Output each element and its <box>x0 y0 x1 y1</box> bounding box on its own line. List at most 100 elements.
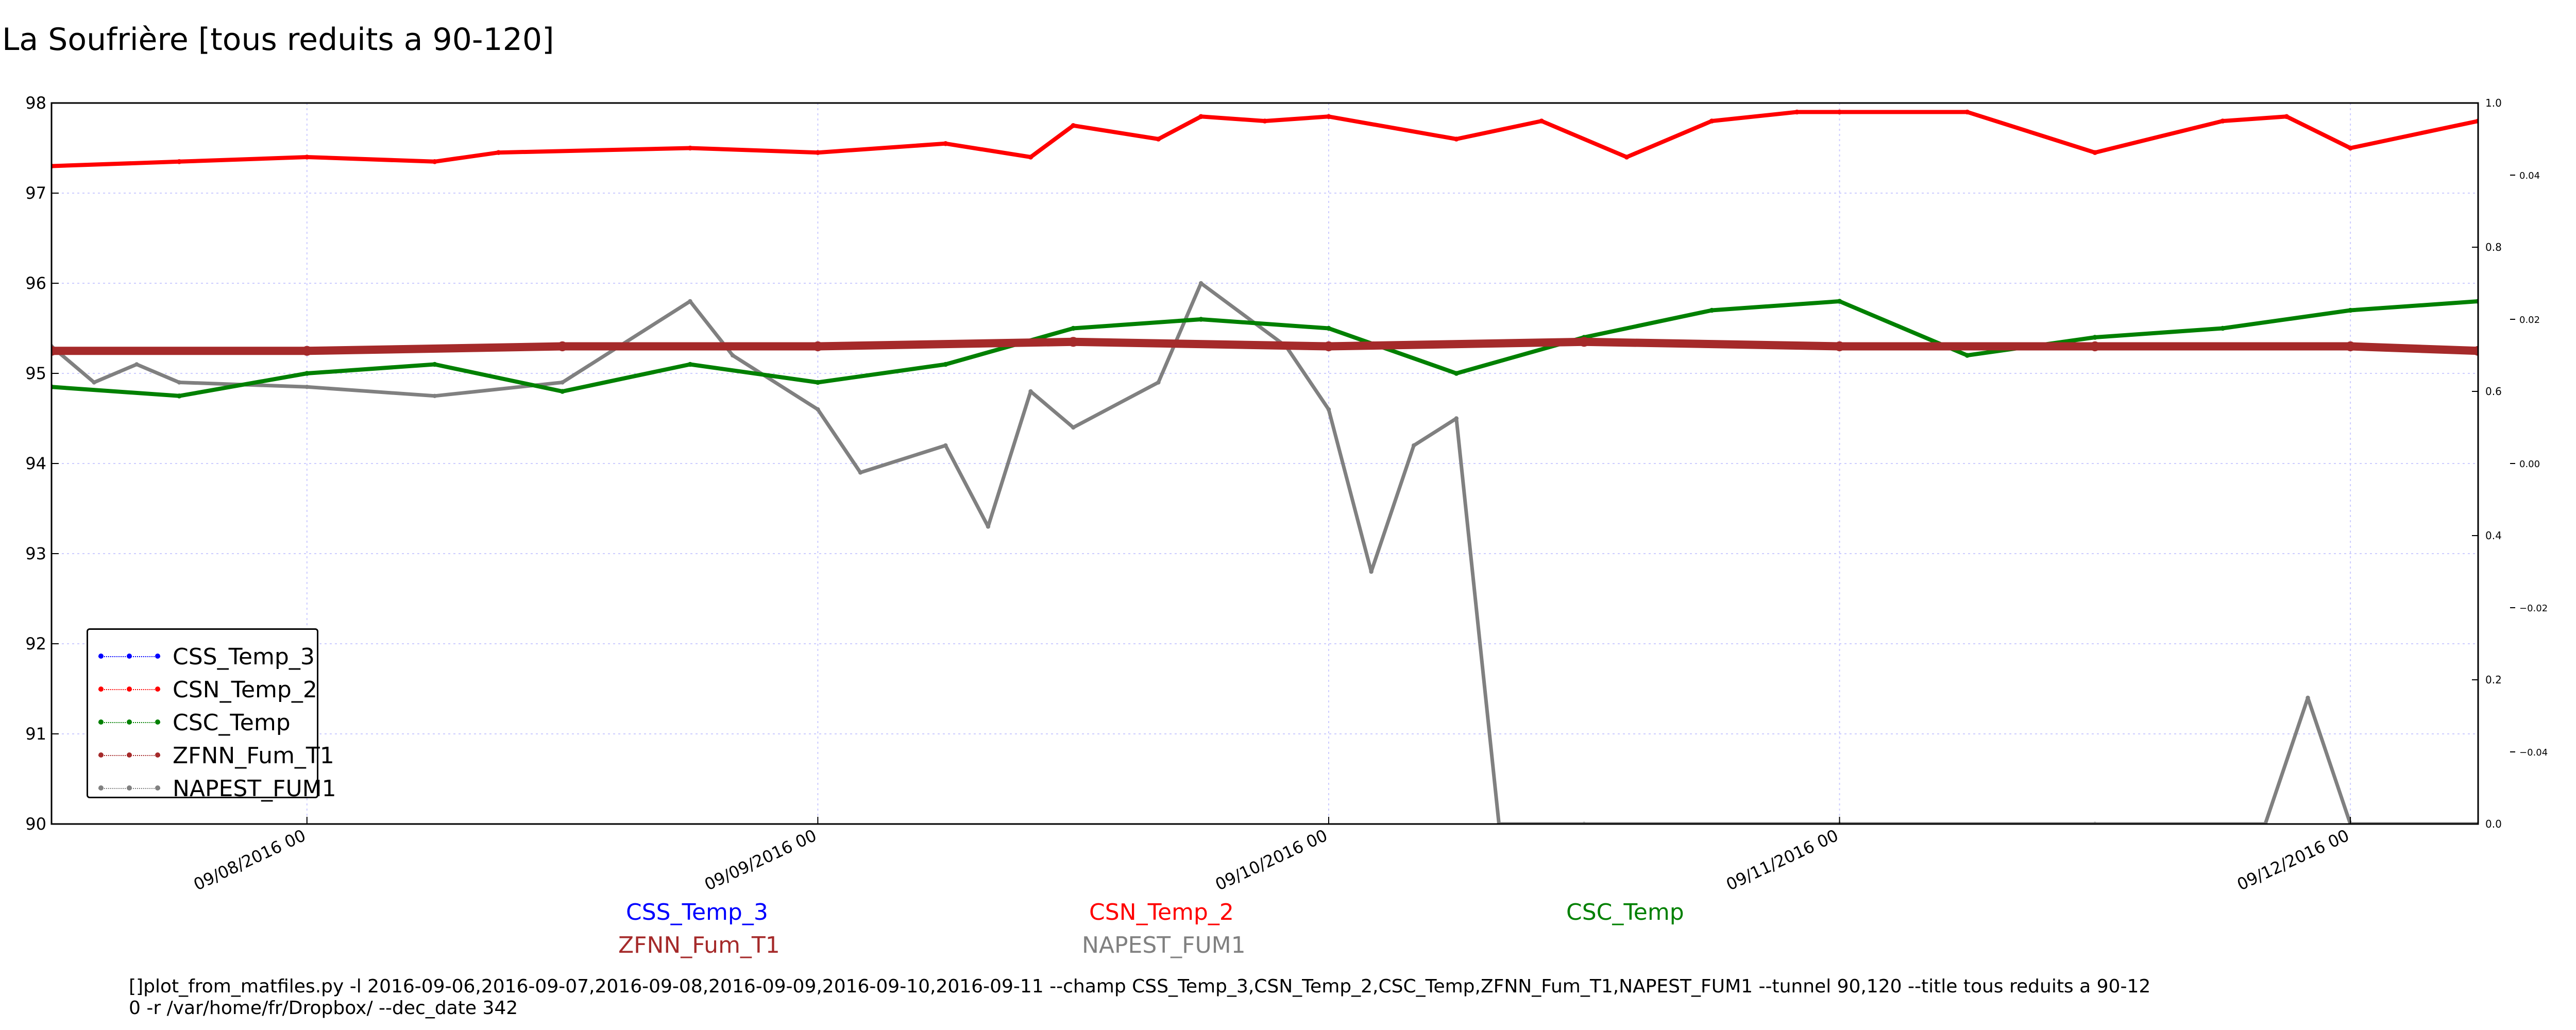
data-point <box>1834 341 1845 352</box>
legend: CSS_Temp_3 CSN_Temp_2 CSC_Temp ZFNN_Fum_… <box>87 628 336 802</box>
x-tick-label: 09/12/2016 00 <box>2234 826 2352 895</box>
data-point <box>1624 154 1630 160</box>
command-line-1: []plot_from_matfiles.py -l 2016-09-06,20… <box>129 976 2151 997</box>
data-point <box>1709 307 1715 313</box>
right-tick-label: 0.6 <box>2485 385 2502 398</box>
series-line <box>52 337 2478 355</box>
series-label: NAPEST_FUM1 <box>1082 932 1246 958</box>
series-label: CSN_Temp_2 <box>1089 899 1234 925</box>
series-NAPEST_FUM1 <box>52 281 2478 824</box>
right-inner-tick-label: −0.02 <box>2519 603 2548 614</box>
y-tick-label: 92 <box>25 634 46 654</box>
data-point <box>943 443 948 448</box>
data-point <box>1156 380 1161 385</box>
data-point <box>688 299 692 304</box>
data-point <box>52 346 57 356</box>
legend-marker-icon <box>98 719 160 725</box>
legend-item: NAPEST_FUM1 <box>88 772 336 805</box>
data-point <box>2284 114 2290 119</box>
data-point <box>1071 325 1076 331</box>
series-line <box>52 281 2478 824</box>
right-tick-label: 1.0 <box>2485 97 2502 109</box>
legend-marker-icon <box>98 686 160 692</box>
data-point <box>177 380 182 385</box>
data-point <box>2220 118 2226 124</box>
data-point <box>687 362 693 367</box>
data-point <box>1068 337 1078 347</box>
data-point <box>1369 569 1374 574</box>
data-point <box>1326 114 1331 119</box>
right-inner-tick-label: 0.02 <box>2519 315 2540 325</box>
command-line-2: 0 -r /var/home/fr/Dropbox/ --dec_date 34… <box>129 998 518 1019</box>
data-point <box>2348 307 2353 313</box>
legend-label: NAPEST_FUM1 <box>173 775 336 802</box>
data-point <box>432 362 437 367</box>
data-point <box>1198 281 1204 286</box>
x-tick-label: 09/11/2016 00 <box>1723 826 1841 895</box>
series-line <box>52 299 2478 398</box>
data-point <box>557 341 568 352</box>
legend-marker-icon <box>98 752 160 758</box>
data-point <box>177 159 182 164</box>
right-tick-label: 0.4 <box>2485 529 2502 542</box>
data-point <box>815 380 821 385</box>
series-label: ZFNN_Fum_T1 <box>618 932 780 958</box>
legend-item: CSS_Temp_3 <box>88 640 315 673</box>
series-label: CSS_Temp_3 <box>626 899 768 925</box>
data-point <box>730 353 735 358</box>
legend-label: CSN_Temp_2 <box>173 676 317 703</box>
data-point <box>304 385 309 389</box>
legend-marker-icon <box>98 785 160 791</box>
y-tick-label: 94 <box>25 454 46 473</box>
data-point <box>815 150 821 156</box>
data-point <box>1156 136 1161 142</box>
right-tick-label: 0.2 <box>2485 674 2502 686</box>
data-point <box>560 380 565 385</box>
data-point <box>2092 150 2098 156</box>
right-tick-label: 0.0 <box>2485 818 2502 830</box>
data-point <box>1071 425 1076 430</box>
data-point <box>1412 443 1416 448</box>
data-point <box>1454 136 1459 142</box>
data-point <box>560 389 565 394</box>
data-point <box>496 150 501 156</box>
right-inner-tick-label: −0.04 <box>2519 747 2548 758</box>
right-inner-tick-label: 0.04 <box>2519 170 2540 181</box>
x-tick-label: 09/09/2016 00 <box>701 826 819 895</box>
chart-grid <box>52 103 2478 824</box>
chart-title: La Soufrière [tous reduits a 90-120] <box>2 22 554 58</box>
legend-item: ZFNN_Fum_T1 <box>88 739 334 772</box>
right-inner-tick-label: 0.00 <box>2519 459 2540 470</box>
data-point <box>812 341 823 352</box>
data-point <box>1324 341 1334 352</box>
legend-item: CSN_Temp_2 <box>88 673 317 706</box>
data-point <box>302 346 312 356</box>
data-point <box>1071 123 1076 128</box>
series-ZFNN_Fum_T1 <box>52 337 2478 356</box>
data-point <box>816 407 820 412</box>
series-layer <box>52 109 2478 824</box>
data-point <box>2306 695 2310 700</box>
x-tick-label: 09/08/2016 00 <box>191 826 309 895</box>
data-point <box>432 393 437 398</box>
data-point <box>304 154 310 160</box>
legend-label: CSS_Temp_3 <box>173 643 315 670</box>
legend-marker-icon <box>98 654 160 659</box>
right-axis: 0.0 0.2 0.4 0.6 0.8 1.0 −0.04 −0.02 0.00 0.02 0.04 <box>2472 97 2548 830</box>
y-tick-label: 97 <box>25 183 46 203</box>
legend-item: CSC_Temp <box>88 706 291 739</box>
data-point <box>1028 154 1033 160</box>
data-point <box>2220 325 2226 331</box>
y-axis: 90 91 92 93 94 95 96 97 98 <box>25 93 59 834</box>
x-tick-label: 09/10/2016 00 <box>1212 826 1330 895</box>
data-point <box>1837 299 1842 304</box>
data-point <box>177 393 182 399</box>
data-point <box>1262 118 1267 124</box>
data-point <box>304 371 310 376</box>
data-point <box>1539 118 1544 124</box>
series-line <box>52 110 2478 168</box>
data-point <box>1709 118 1715 124</box>
data-point <box>134 362 139 367</box>
data-point <box>2092 335 2098 340</box>
